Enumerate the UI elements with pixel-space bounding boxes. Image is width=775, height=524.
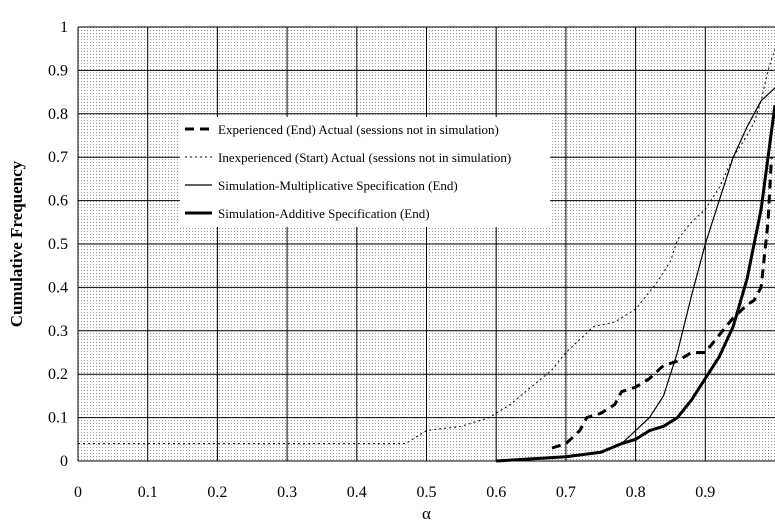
x-tick-label: 0.2 xyxy=(207,484,227,501)
legend-entry: Simulation-Multiplicative Specification … xyxy=(218,178,458,193)
x-tick-label: 0 xyxy=(74,484,82,501)
x-tick-label: 0.8 xyxy=(626,484,646,501)
legend: Experienced (End) Actual (sessions not i… xyxy=(180,117,550,227)
series-line-2 xyxy=(78,48,775,445)
y-tick-label: 0.5 xyxy=(48,236,68,253)
y-tick-label: 0.6 xyxy=(48,193,68,210)
y-tick-label: 0.9 xyxy=(48,62,68,79)
y-tick-label: 0.7 xyxy=(48,149,68,166)
series-layer xyxy=(78,48,775,463)
legend-box xyxy=(180,117,550,227)
x-tick-label: 0.5 xyxy=(417,484,437,501)
y-tick-label: 0 xyxy=(60,453,68,470)
y-axis-label: Cumulative Frequency xyxy=(7,160,26,327)
x-tick-label: 0.1 xyxy=(138,484,158,501)
x-tick-label: 0.3 xyxy=(277,484,297,501)
y-tick-label: 0.2 xyxy=(48,366,68,383)
y-tick-label: 0.8 xyxy=(48,106,68,123)
x-tick-labels: 0 0.1 0.2 0.3 0.4 0.5 0.6 0.7 0.8 0.9 xyxy=(74,484,715,501)
y-tick-label: 0.3 xyxy=(48,323,68,340)
series-line-4 xyxy=(496,104,775,463)
x-tick-label: 0.4 xyxy=(347,484,367,501)
legend-entry: Experienced (End) Actual (sessions not i… xyxy=(218,122,499,137)
legend-entry: Simulation-Additive Specification (End) xyxy=(218,206,430,221)
x-tick-label: 0.6 xyxy=(486,484,506,501)
legend-entry: Inexperienced (Start) Actual (sessions n… xyxy=(218,150,511,165)
x-tick-label: 0.7 xyxy=(556,484,576,501)
series-line-1 xyxy=(551,157,773,450)
y-tick-label: 0.1 xyxy=(48,410,68,427)
y-tick-labels: 0 0.1 0.2 0.3 0.4 0.5 0.6 0.7 0.8 0.9 1 xyxy=(48,19,68,470)
y-tick-label: 0.4 xyxy=(48,279,68,296)
x-axis-label: α xyxy=(422,504,431,523)
x-tick-label: 0.9 xyxy=(695,484,715,501)
y-tick-label: 1 xyxy=(60,19,68,36)
